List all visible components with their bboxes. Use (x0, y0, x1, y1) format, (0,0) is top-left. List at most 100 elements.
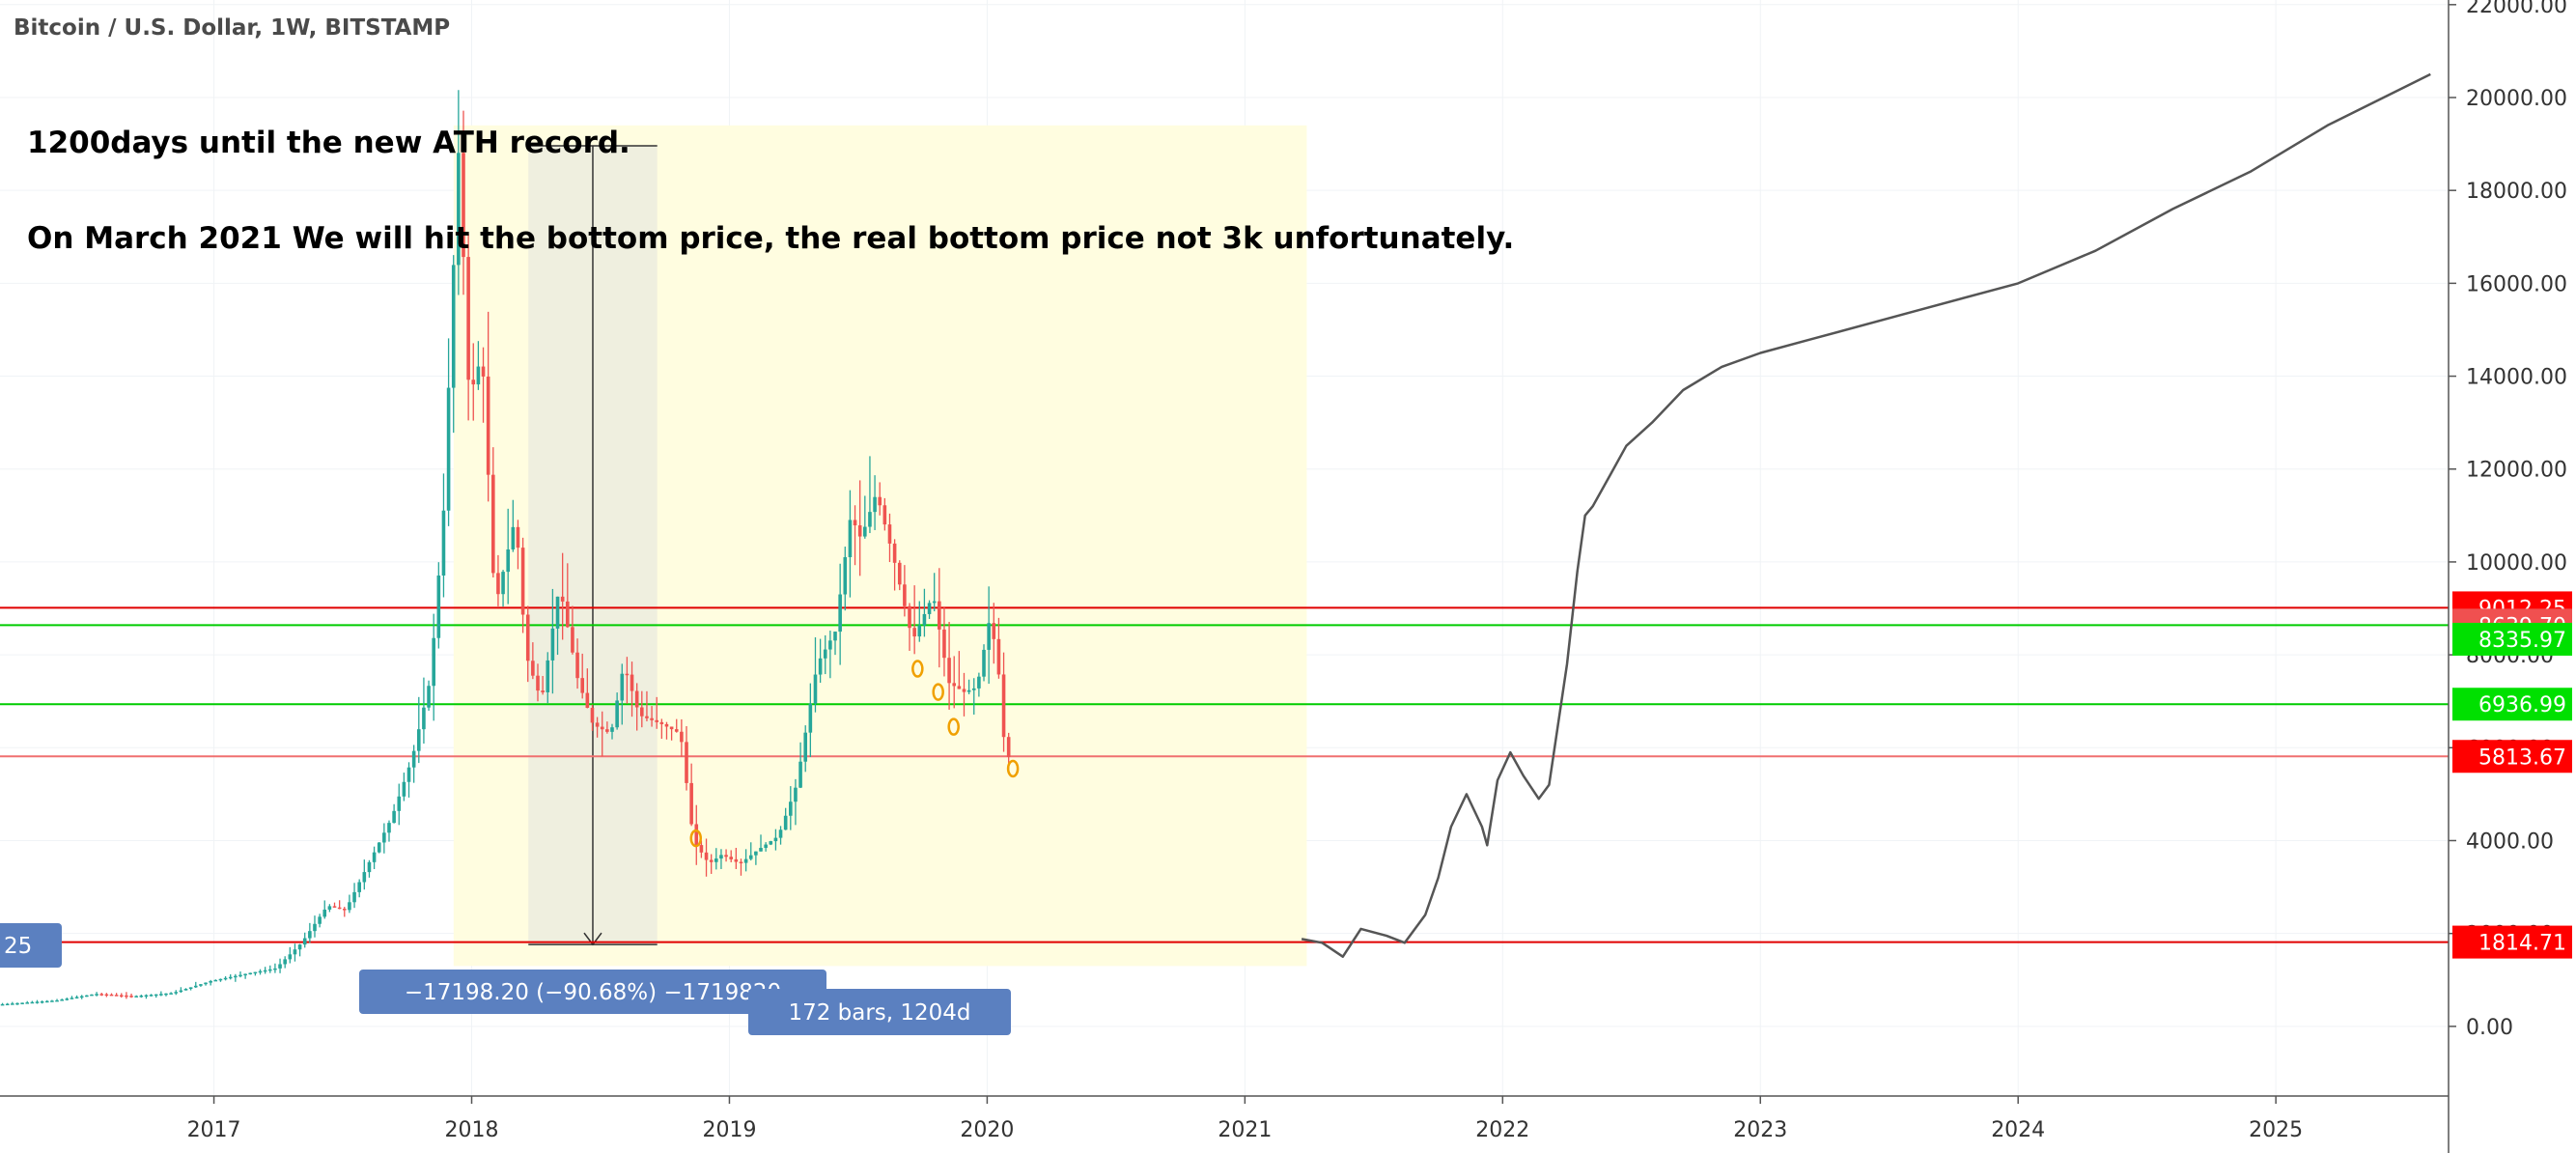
candle-body (620, 673, 625, 701)
price-marker (1006, 759, 1020, 778)
candle-body (560, 596, 565, 602)
price-axis-label: 14000.00 (2466, 366, 2567, 390)
candle-body (734, 858, 739, 862)
candle-body (109, 994, 114, 997)
candle-body (1006, 737, 1011, 757)
candle-body (630, 674, 634, 691)
candle-body (40, 1000, 44, 1003)
price-level-tag (2452, 740, 2572, 773)
candle-body (580, 678, 584, 693)
candle-body (927, 603, 932, 614)
price-axis-label: 18000.00 (2466, 180, 2567, 204)
candle-body (634, 690, 639, 708)
time-axis-label: 2022 (1475, 1118, 1529, 1142)
candle-body (808, 703, 813, 733)
candle-body (204, 982, 208, 985)
time-axis-label: 2023 (1733, 1118, 1787, 1142)
candle-body (471, 380, 476, 385)
annotation-line-1: 1200days until the new ATH record. (27, 126, 630, 160)
candle-body (694, 824, 699, 846)
candle-body (427, 686, 431, 708)
candle-body (490, 474, 495, 574)
candle-body (685, 742, 688, 783)
candle-body (55, 999, 59, 1002)
candle-body (209, 980, 212, 983)
candle-body (193, 985, 198, 988)
candle-body (258, 970, 263, 973)
candle-body (387, 823, 391, 833)
candle-body (357, 882, 361, 892)
candle-body (531, 661, 535, 676)
candle-body (996, 638, 1001, 675)
candle-body (971, 688, 976, 690)
candle-body (35, 1001, 40, 1003)
candle-body (25, 1002, 30, 1004)
candle-body (555, 596, 560, 629)
candle-body (313, 923, 317, 932)
candle-body (615, 700, 619, 728)
candle-body (332, 906, 337, 908)
candle-body (144, 995, 149, 998)
time-axis-label: 2017 (187, 1118, 241, 1142)
candle-body (50, 1000, 54, 1002)
candle-body (977, 676, 981, 689)
candle-body (903, 584, 907, 606)
candle-body (327, 906, 332, 910)
candle-body (769, 841, 773, 845)
candle-body (308, 931, 312, 939)
candle-body (278, 964, 282, 969)
candle-body (199, 984, 203, 986)
candle-body (318, 916, 322, 924)
price-level-label: 1814.71 (2478, 932, 2566, 956)
candle-body (833, 632, 837, 641)
candle-body (188, 987, 193, 990)
forecast-line (1301, 72, 2431, 958)
candle-body (70, 998, 74, 999)
candle-body (575, 652, 579, 679)
candle-body (550, 628, 555, 661)
candle-body (828, 640, 832, 650)
candle-body (674, 729, 679, 732)
candle-body (223, 977, 228, 980)
candle-body (501, 572, 505, 595)
candle-body (520, 548, 525, 615)
candle-body (843, 556, 848, 595)
candle-body (992, 623, 996, 639)
candle-body (516, 526, 520, 548)
price-axis-label: 16000.00 (2466, 272, 2567, 296)
candle-body (739, 861, 743, 864)
candle-body (650, 717, 654, 720)
candle-body (174, 992, 179, 994)
candle-body (234, 975, 238, 978)
measure-left-label-box (0, 923, 62, 968)
candle-body (352, 891, 356, 903)
candle-body (680, 731, 684, 743)
candle-body (457, 153, 461, 266)
candle-body (267, 969, 272, 971)
candle-body (525, 614, 530, 661)
candle-body (882, 505, 887, 525)
chart-annotation[interactable]: 1200days until the new ATH record. On Ma… (27, 64, 1514, 319)
price-marker (932, 683, 944, 701)
candle-body (838, 594, 842, 633)
candle-body (987, 623, 991, 650)
candle-body (873, 496, 877, 513)
candle-body (476, 366, 481, 385)
candle-body (322, 909, 327, 917)
price-level-tag (2452, 688, 2572, 721)
candle-body (0, 1003, 5, 1006)
candle-body (392, 810, 396, 824)
candle-body (689, 782, 693, 825)
candle-body (348, 902, 351, 911)
candle-body (228, 976, 233, 979)
price-level-label: 5813.67 (2478, 745, 2566, 770)
candle-body (297, 944, 302, 950)
candle-body (868, 512, 872, 527)
candle-body (79, 996, 84, 998)
candle-body (451, 265, 456, 388)
candle-body (962, 689, 966, 692)
candle-body (248, 972, 253, 975)
candle-body (546, 660, 550, 692)
